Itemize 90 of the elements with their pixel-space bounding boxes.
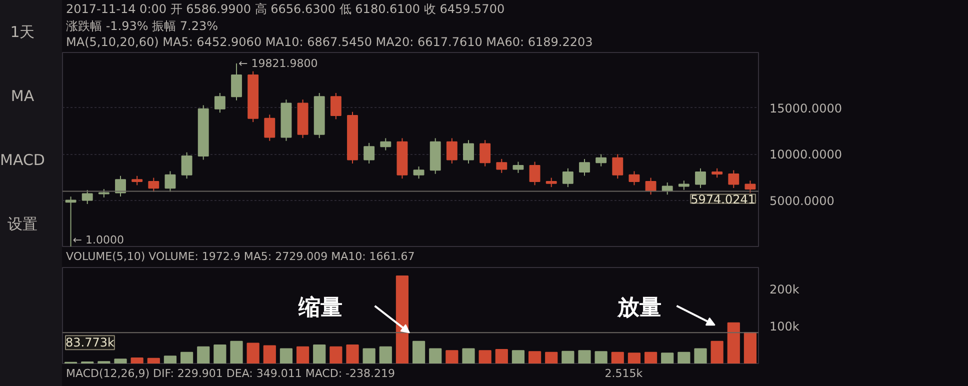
text: MACD(12,26,9) DIF: 229.901 DEA: 349.011 MACD: -238.219 2.515k <box>66 367 643 380</box>
bar <box>495 348 508 364</box>
bar <box>562 350 574 364</box>
bar <box>263 345 276 364</box>
bar <box>346 344 359 364</box>
bar <box>528 351 542 364</box>
bar <box>130 357 144 364</box>
y-tick-label: 5000.0000 <box>770 194 834 208</box>
text: MA <box>10 86 36 107</box>
bar <box>230 340 243 364</box>
bar <box>164 356 177 364</box>
candlestick <box>612 154 624 180</box>
candlestick <box>546 177 557 188</box>
candlestick <box>364 142 375 164</box>
text: 1天 <box>9 22 36 43</box>
annotation: 放量 <box>616 295 662 320</box>
bar <box>396 275 409 364</box>
text: MA(5,10,20,60) MA5: 6452.9060 MA10: 6867.5450 MA20: 6617.7610 MA60: 6189.2203 <box>66 34 593 51</box>
bar <box>545 352 558 364</box>
candlestick <box>744 180 756 194</box>
chart-subtitle: 涨跌幅 -1.93% 振幅 7.23% <box>66 18 218 35</box>
candlestick <box>662 182 673 196</box>
bar <box>330 346 342 364</box>
candlestick <box>413 166 424 180</box>
candlestick <box>380 138 392 151</box>
bar <box>710 340 724 364</box>
y-tick-label: 15000.0000 <box>770 101 842 116</box>
text: 设置 <box>6 214 38 235</box>
candlestick <box>512 161 524 174</box>
candlestick <box>529 161 540 186</box>
candlestick <box>480 140 491 167</box>
bar <box>296 346 310 364</box>
candlestick <box>562 168 574 188</box>
candlestick <box>115 175 126 197</box>
y-tick-label: 100k <box>770 320 800 334</box>
annotation: ← 19821.9800 <box>238 56 318 70</box>
bar <box>594 351 608 364</box>
candlestick <box>695 168 706 189</box>
bar <box>727 322 740 364</box>
bar <box>678 352 690 364</box>
bar <box>744 332 757 364</box>
candlestick <box>496 158 508 174</box>
bar <box>246 342 260 364</box>
bar <box>412 340 426 364</box>
candlestick <box>214 92 226 114</box>
bar <box>214 344 226 364</box>
bar <box>114 358 127 364</box>
bar <box>180 352 194 364</box>
annotation: ← 1.0000 <box>72 233 124 246</box>
candlestick <box>132 175 143 186</box>
annotation: 缩量 <box>297 295 342 320</box>
bar <box>280 348 293 364</box>
bar <box>512 350 525 364</box>
ref-line-label: 83.773k <box>66 336 114 350</box>
bar <box>379 346 392 364</box>
candlestick <box>596 154 607 167</box>
chart-title: 2017-11-14 0:00 开 6586.9900 高 6656.6300 低 6180.6100 收 6459.5700 <box>66 1 505 18</box>
candlestick <box>628 170 640 186</box>
candlestick <box>82 190 93 205</box>
candlestick <box>148 177 160 192</box>
bar <box>362 348 376 364</box>
candlestick <box>579 158 590 176</box>
bar <box>147 358 160 364</box>
candlestick <box>164 170 176 192</box>
bar <box>313 344 326 364</box>
candlestick <box>712 168 723 178</box>
ref-line-label: 5974.0241 <box>690 192 756 206</box>
candlestick <box>645 177 656 196</box>
candlestick <box>463 140 474 164</box>
bar <box>628 352 641 364</box>
bar <box>694 348 707 364</box>
bar <box>429 348 442 364</box>
bar <box>611 352 624 364</box>
bar <box>644 352 658 364</box>
candlestick <box>330 92 342 120</box>
text: MACD <box>0 150 45 171</box>
y-tick-label: 10000.0000 <box>770 148 842 162</box>
bar <box>446 350 458 364</box>
chart-title: VOLUME(5,10) VOLUME: 1972.9 MA5: 2729.009 MA10: 1661.67 <box>66 249 415 265</box>
bar <box>578 350 591 364</box>
bar <box>462 348 475 364</box>
candlestick <box>181 152 192 180</box>
candlestick <box>446 138 458 164</box>
y-tick-label: 200k <box>770 282 800 297</box>
bar <box>197 346 210 364</box>
candlestick <box>728 170 740 189</box>
bar <box>661 352 674 364</box>
candlestick <box>264 114 276 142</box>
bar <box>478 350 492 364</box>
candlestick <box>678 180 690 190</box>
